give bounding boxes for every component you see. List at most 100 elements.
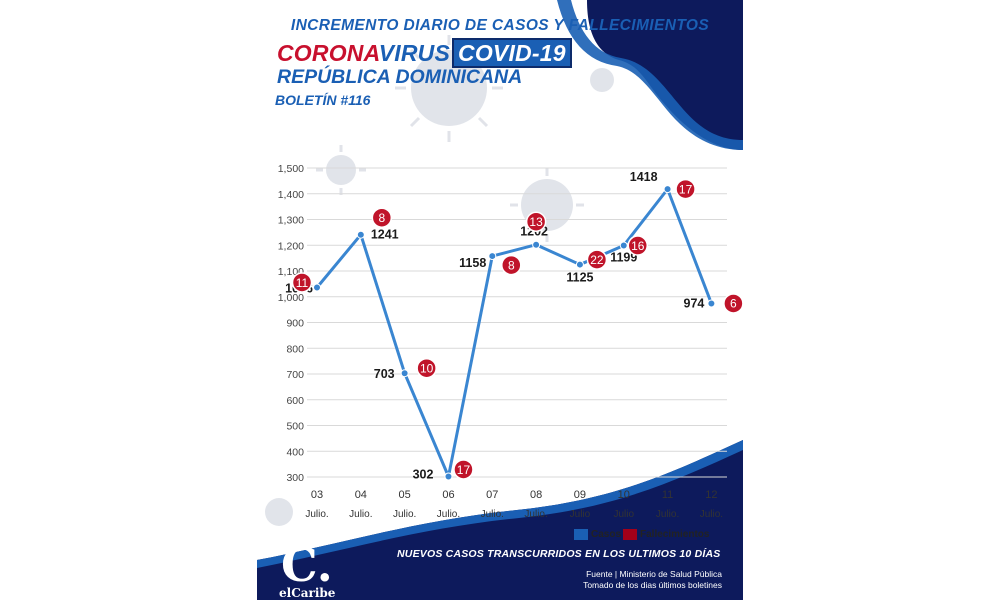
header-country: REPÚBLICA DOMINICANA: [277, 66, 523, 88]
series-line-casos: [315, 187, 713, 478]
y-tick-label: 300: [286, 472, 304, 484]
legend-swatch-fallecimientos: [623, 529, 637, 540]
line-chart: 3004005006007008009001,0001,1001,2001,30…: [278, 163, 743, 520]
y-axis-ticks: 3004005006007008009001,0001,1001,2001,30…: [278, 163, 304, 484]
y-tick-label: 600: [286, 395, 304, 407]
case-value-label: 1418: [630, 170, 658, 184]
death-value-label: 22: [590, 253, 604, 267]
y-tick-label: 900: [286, 318, 304, 330]
header-virus: VIRUS: [378, 40, 451, 66]
y-tick-label: 1,500: [278, 163, 304, 175]
case-point: [619, 241, 628, 250]
case-point: [444, 472, 453, 481]
death-badge: [525, 211, 547, 232]
x-tick-sublabel: Julio.: [305, 509, 328, 520]
death-value-label: 13: [529, 215, 543, 229]
y-tick-label: 400: [286, 446, 304, 458]
death-value-label: 10: [420, 362, 434, 376]
death-badge: [675, 178, 696, 200]
navy-swoosh-top: [587, 0, 743, 150]
case-value-label: 974: [684, 296, 705, 310]
death-badge: [501, 254, 522, 276]
case-value-label: 302: [413, 467, 434, 481]
x-tick-label: 05: [399, 489, 411, 501]
case-point: [663, 185, 672, 194]
background-decoration: [257, 0, 743, 600]
death-badge: [586, 249, 608, 270]
case-value-label: 1158: [459, 256, 486, 270]
header-corona: CORONA: [277, 40, 379, 66]
x-tick-sublabel: Julio: [613, 509, 634, 520]
virus-icon: [265, 498, 293, 526]
death-value-label: 17: [457, 463, 471, 477]
x-tick-sublabel: Julio.: [700, 509, 723, 520]
death-value-label: 11: [296, 276, 309, 290]
death-value-label: 8: [508, 258, 515, 272]
death-badge: [453, 459, 474, 480]
infographic-poster: INCREMENTO DIARIO DE CASOS Y FALLECIMIEN…: [257, 0, 743, 600]
death-badge: [723, 293, 743, 314]
blue-swoosh-top: [557, 0, 743, 150]
x-tick-sublabel: Julio.: [656, 509, 679, 520]
data-points: 1036111241870310302171158812021311252211…: [285, 170, 743, 481]
death-badge: [627, 235, 649, 256]
death-value-label: 6: [730, 297, 737, 311]
death-value-label: 8: [378, 211, 385, 225]
x-tick-sublabel: Julio: [570, 509, 591, 520]
header-title: INCREMENTO DIARIO DE CASOS Y FALLECIMIEN…: [290, 17, 710, 34]
death-badge: [371, 207, 393, 228]
y-tick-label: 700: [286, 369, 304, 381]
death-badge: [416, 357, 437, 379]
virus-icon: [590, 68, 614, 92]
legend-item-casos: Casos: [574, 529, 621, 540]
case-value-label: 703: [374, 367, 395, 381]
x-tick-sublabel: Julio.: [349, 509, 372, 520]
x-tick-sublabel: Julio.: [437, 509, 460, 520]
case-point: [707, 299, 716, 308]
x-tick-label: 06: [442, 489, 454, 501]
source-line-2: Tomado de los dias últimos boletines: [583, 580, 722, 590]
death-value-label: 16: [631, 239, 645, 253]
header-bulletin: BOLETÍN #116: [275, 92, 371, 108]
x-tick-label: 12: [705, 489, 717, 501]
y-tick-label: 800: [286, 343, 304, 355]
x-tick-sublabel: Julio.: [481, 509, 504, 520]
case-point: [400, 369, 409, 378]
y-tick-label: 500: [286, 421, 304, 433]
x-axis-ticks: 03 Julio. 04 Julio. 05 Julio. 06 Julio. 07 Julio.…: [305, 489, 723, 520]
y-tick-label: 1,200: [278, 240, 304, 252]
x-tick-label: 04: [355, 489, 367, 501]
virus-icon: [326, 155, 356, 185]
y-tick-label: 1,400: [278, 189, 304, 201]
x-tick-label: 03: [311, 489, 323, 501]
x-tick-label: 11: [662, 489, 673, 501]
case-point: [532, 240, 541, 249]
legend-item-fallecimientos: Fallecimientos: [623, 529, 709, 540]
source-line-1: Fuente | Ministerio de Salud Pública: [586, 569, 722, 579]
blue-stripe-bottom: [257, 440, 743, 568]
footer-source: Fuente | Ministerio de Salud Pública Tom…: [583, 569, 722, 591]
logo-wordmark: elCaribe: [279, 586, 336, 599]
legend-swatch-casos: [574, 529, 588, 540]
x-tick-label: 10: [618, 489, 630, 501]
death-badge: [291, 272, 313, 293]
case-value-label: 1125: [566, 271, 593, 285]
chart-grid: [307, 167, 727, 478]
death-value-label: 17: [679, 182, 693, 196]
x-tick-label: 08: [530, 489, 542, 501]
case-point: [356, 230, 365, 239]
virus-icon: [411, 50, 487, 126]
footer-caption: NUEVOS CASOS TRANSCURRIDOS EN LOS ULTIMO…: [397, 548, 721, 560]
case-value-label: 1199: [610, 251, 637, 265]
case-value-label: 1241: [371, 228, 399, 242]
x-tick-label: 09: [574, 489, 586, 501]
case-point: [575, 260, 584, 269]
legend-label-fallecimientos: Fallecimientos: [640, 529, 710, 540]
elcaribe-logo: C. elCaribe: [279, 538, 336, 599]
case-point: [488, 252, 497, 261]
x-tick-sublabel: Julio.: [524, 509, 547, 520]
header-covid-badge: COVID-19: [452, 38, 572, 68]
x-tick-label: 07: [486, 489, 498, 501]
header-covid-line: CORONAVIRUS COVID-19: [277, 38, 743, 68]
y-tick-label: 1,000: [278, 292, 304, 304]
